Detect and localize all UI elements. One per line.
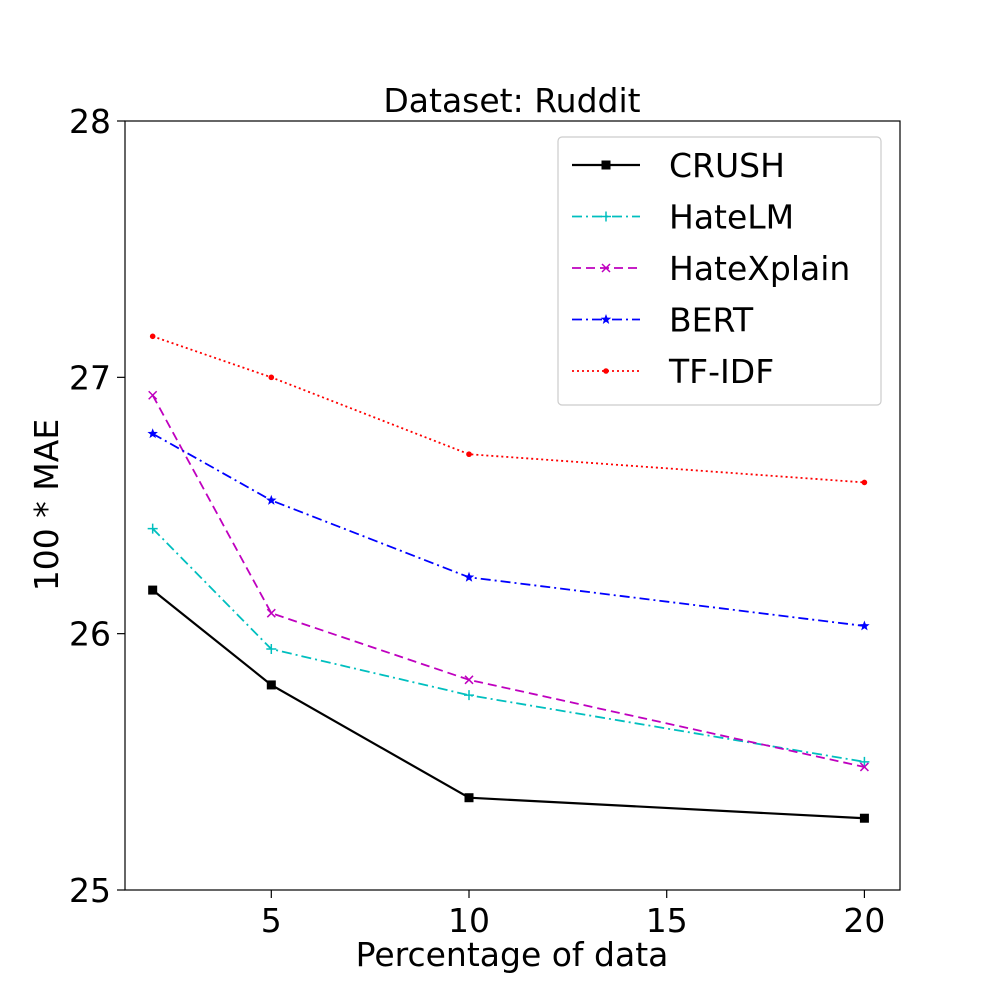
- plot-frame: [124, 120, 901, 891]
- legend-label-hatexplain: HateXplain: [669, 249, 850, 288]
- data-point-hatelm: [859, 756, 870, 767]
- data-point-hatexplain: [266, 608, 276, 618]
- series-line-hatexplain: [151, 394, 865, 768]
- data-point-bert: [147, 428, 158, 439]
- data-point-tf-idf: [466, 451, 472, 458]
- legend-label-hatelm: HateLM: [669, 198, 794, 237]
- legend-marker-bert: [600, 314, 612, 324]
- y-tick-label: 27: [69, 358, 111, 397]
- data-point-hatelm: [464, 690, 475, 701]
- legend: CRUSH HateLM HateXplain BERT TF-IDF: [557, 136, 882, 406]
- data-point-bert: [463, 571, 475, 582]
- data-point-hatexplain: [859, 762, 869, 772]
- data-point-crush: [859, 813, 869, 823]
- series-line-tf-idf: [152, 335, 865, 484]
- legend-label-crush: CRUSH: [669, 146, 785, 185]
- legend-box: [557, 136, 882, 406]
- x-tick-label: 10: [448, 901, 490, 940]
- series-line-crush: [151, 589, 865, 820]
- x-axis-label: Percentage of data: [356, 935, 669, 974]
- legend-label-bert: BERT: [669, 301, 754, 340]
- legend-marker-crush: [601, 160, 611, 170]
- data-point-tf-idf: [268, 374, 275, 381]
- series-line-bert: [152, 432, 865, 627]
- y-tick-label: 25: [69, 871, 111, 910]
- legend-marker-tf-idf: [603, 368, 609, 374]
- data-point-tf-idf: [149, 333, 156, 340]
- data-point-bert: [266, 494, 277, 505]
- legend-label-tf-idf: TF-IDF: [668, 352, 774, 391]
- y-axis-label: 100 * MAE: [27, 419, 66, 591]
- data-point-hatexplain: [148, 390, 158, 400]
- legend-marker-hatelm: [601, 211, 611, 222]
- plot-area: 5 10 15 20 25 26 27 28: [69, 102, 885, 940]
- x-tick-label: 15: [646, 901, 688, 940]
- data-point-hatelm: [147, 523, 158, 534]
- y-tick-label: 26: [69, 615, 111, 654]
- data-point-crush: [266, 680, 276, 690]
- data-point-tf-idf: [861, 479, 868, 486]
- x-tick-label: 5: [261, 901, 282, 940]
- data-point-crush: [464, 793, 474, 803]
- y-tick-label: 28: [69, 102, 111, 141]
- legend-marker-hatexplain: [601, 263, 611, 273]
- chart-title: Dataset: Ruddit: [383, 81, 640, 120]
- series-line-hatelm: [152, 527, 865, 763]
- data-point-bert: [859, 620, 870, 631]
- data-point-crush: [148, 585, 158, 595]
- data-point-hatelm: [266, 644, 277, 655]
- data-point-hatexplain: [464, 675, 474, 685]
- x-tick-label: 20: [843, 901, 885, 940]
